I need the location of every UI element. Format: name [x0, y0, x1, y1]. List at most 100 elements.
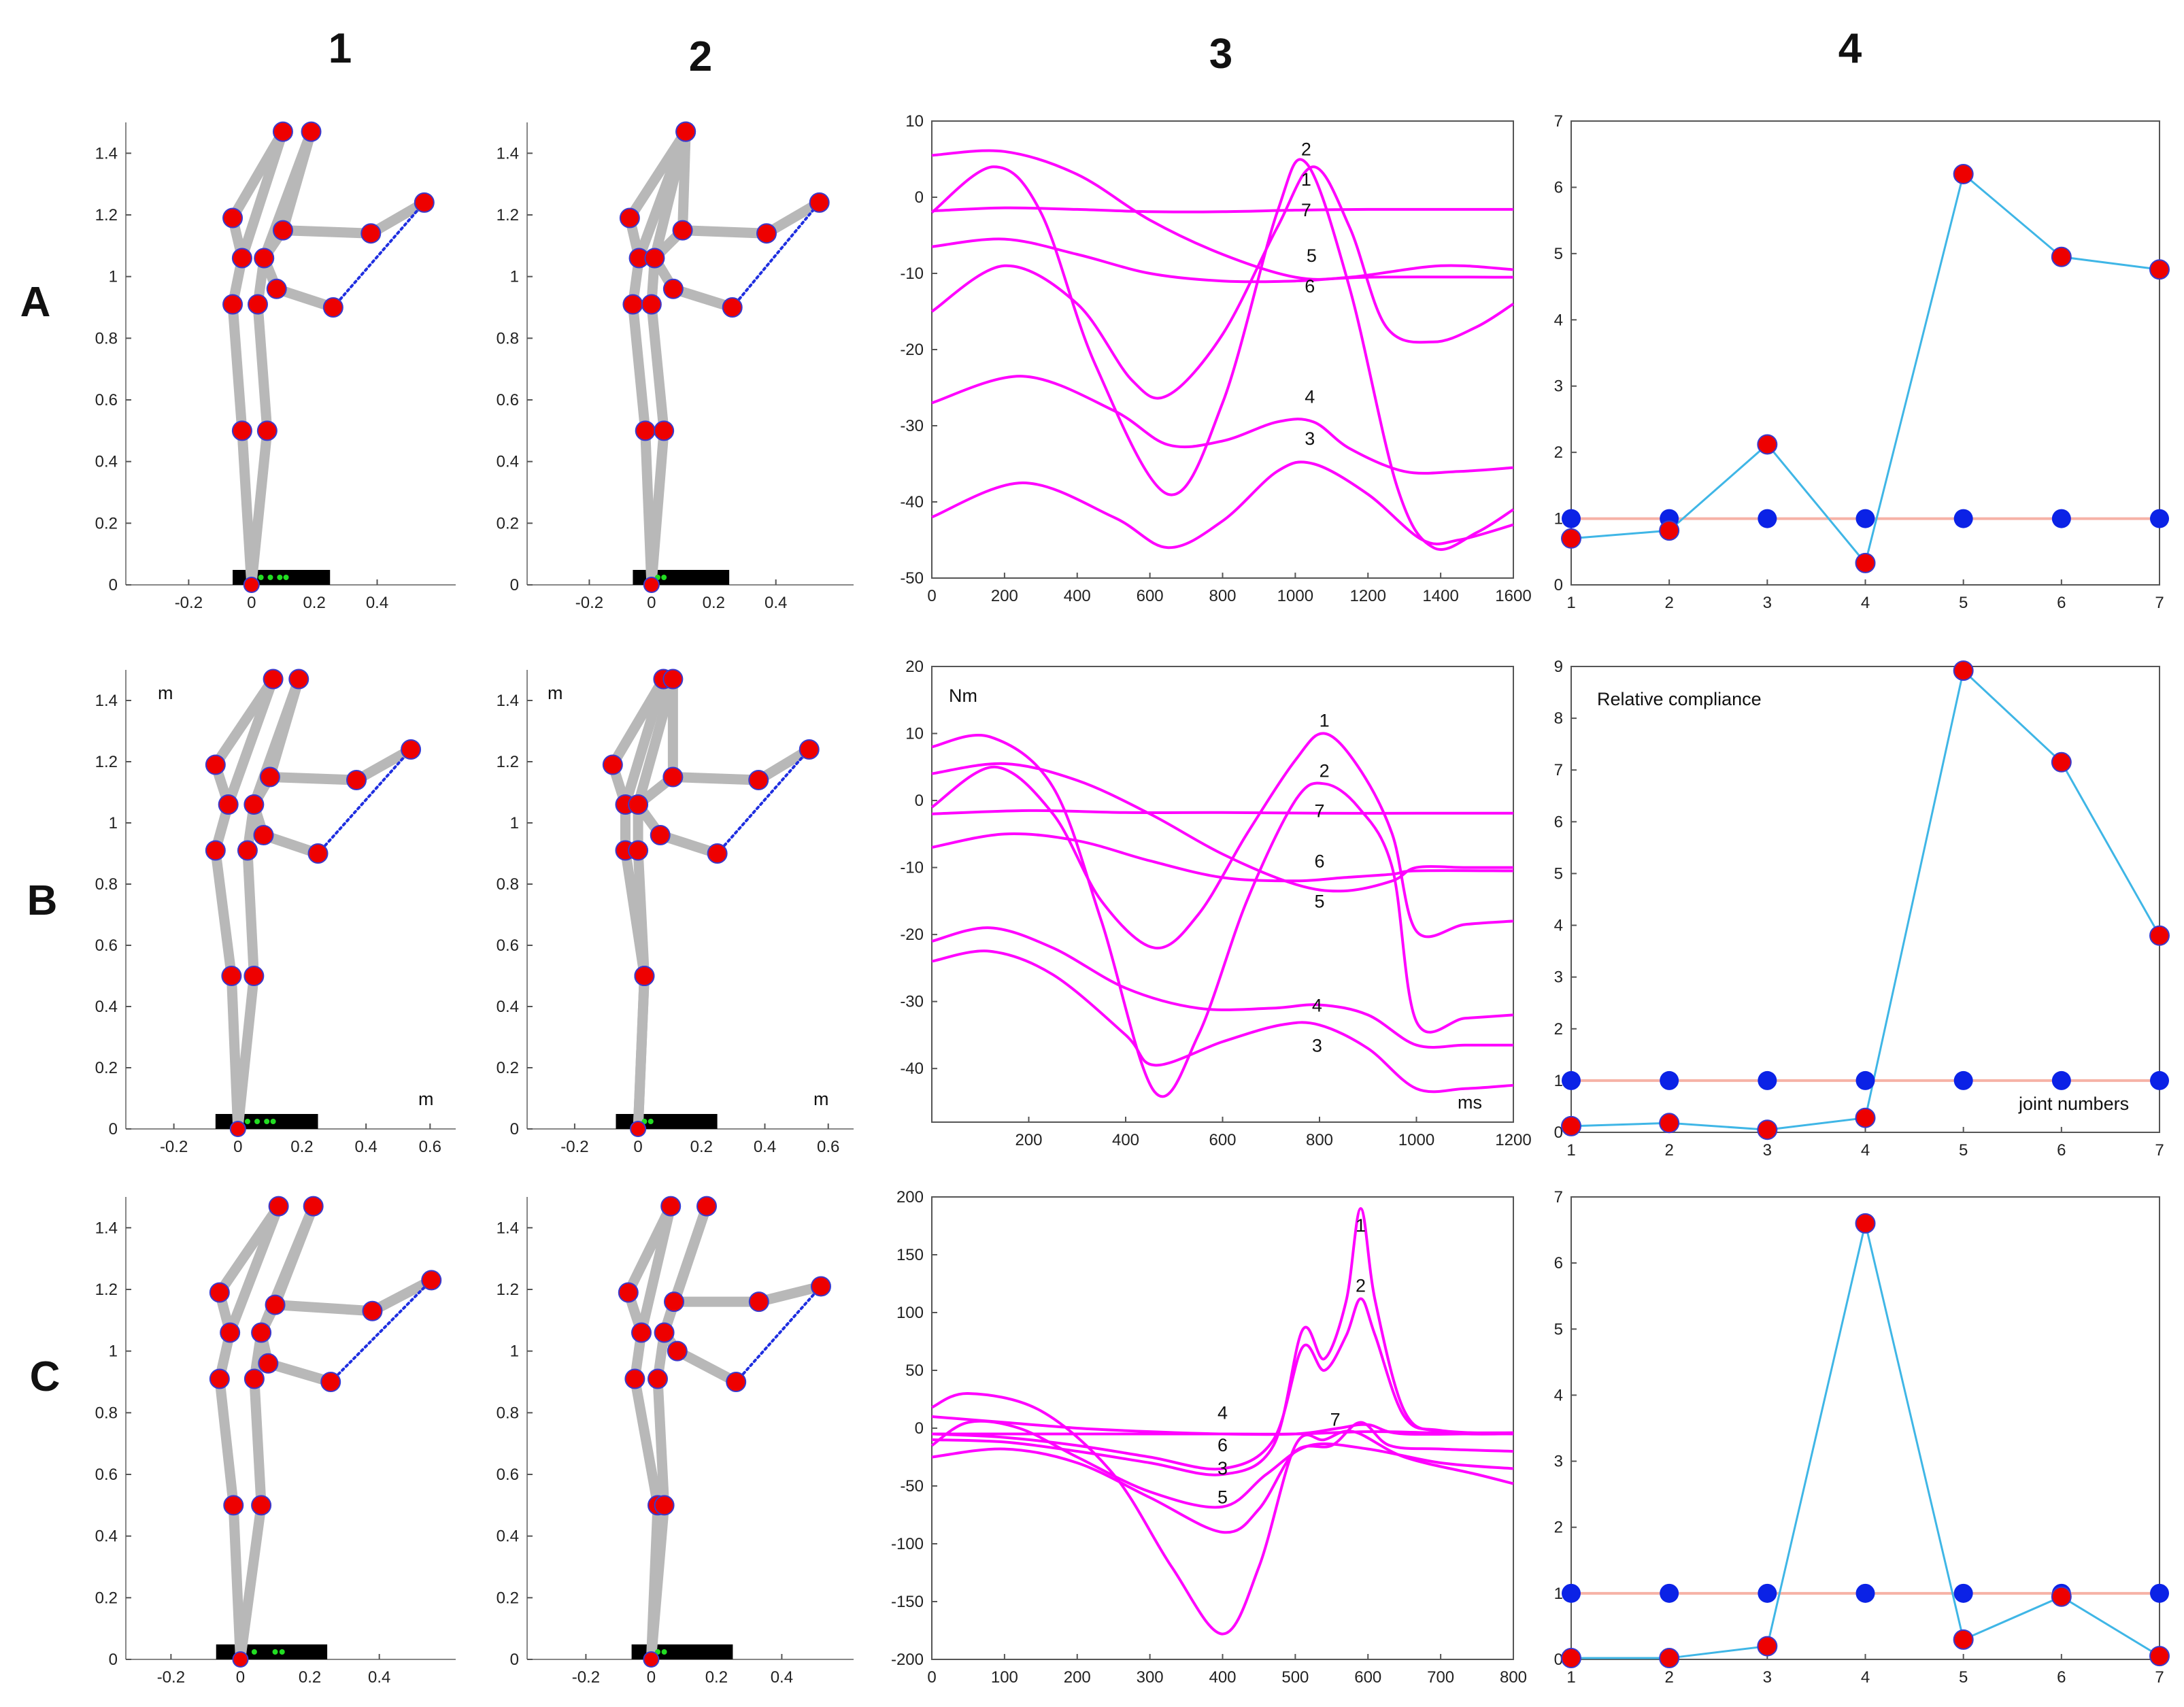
panel-c1-stick-figure: -0.2 0 0.2 0.4 0 0.2 0.4 0.6 0.8 1 1.2 1.4	[95, 1196, 456, 1687]
joint-marker	[263, 669, 284, 690]
joint-marker	[303, 1196, 324, 1217]
skeleton-segment	[270, 1300, 377, 1317]
compliance-point	[1659, 1113, 1680, 1134]
y-tick-label: 0.4	[497, 1527, 519, 1546]
joint-marker	[660, 1196, 682, 1217]
torque-curve-joint-4	[931, 375, 1514, 475]
x-tick-label: 3	[1763, 1668, 1772, 1687]
x-tick-label: 6	[2057, 594, 2066, 612]
y-tick-label: 4	[1554, 311, 1563, 329]
joint-marker	[707, 843, 728, 864]
x-tick-label: 0	[233, 1138, 242, 1156]
x-tick-label: 5	[1959, 1141, 1968, 1160]
joint-marker	[641, 294, 662, 315]
y-tick-label: -20	[900, 341, 924, 359]
compliance-point	[1855, 552, 1876, 573]
row-header-c: C	[30, 1353, 61, 1400]
x-tick-label: -0.2	[560, 1138, 588, 1156]
x-tick-label: -0.2	[160, 1138, 188, 1156]
skeleton-segment	[223, 674, 279, 810]
y-tick-label: -40	[900, 1060, 924, 1078]
y-tick-label: 0.8	[95, 875, 118, 894]
y-tick-label: 1	[1554, 1585, 1563, 1603]
y-tick-label: 2	[1554, 1519, 1563, 1537]
x-tick-label: 0.4	[765, 594, 787, 612]
panel-a3-torque-plot: 0 200 400 600 800 1000 1200 1400 1600 -50 -40 -30 -2…	[900, 112, 1531, 605]
curve-label-joint-5: 5	[1217, 1487, 1228, 1508]
joint-marker	[643, 1651, 660, 1668]
y-tick-label: 0	[510, 1651, 519, 1669]
cop-dot	[661, 575, 667, 580]
reference-point	[2051, 1070, 2071, 1090]
x-tick-label: 800	[1306, 1131, 1333, 1149]
reference-point	[1953, 509, 1973, 528]
reach-trajectory	[730, 201, 821, 309]
joint-marker	[643, 577, 660, 593]
x-tick-label: 1000	[1398, 1131, 1434, 1149]
cop-dot	[264, 1119, 270, 1124]
y-tick-label: -100	[891, 1535, 924, 1553]
joint-marker	[654, 1322, 675, 1343]
joint-marker	[232, 1651, 249, 1668]
reference-point	[1660, 1583, 1679, 1603]
joint-marker	[644, 248, 665, 269]
y-tick-label: 0	[915, 1419, 924, 1438]
y-tick-label: 1	[510, 1342, 519, 1361]
x-tick-label: 4	[1861, 1668, 1870, 1687]
y-tick-label: 150	[896, 1246, 924, 1264]
x-tick-label: 0.4	[366, 594, 388, 612]
y-tick-label: 5	[1554, 1320, 1563, 1338]
x-tick-label: 0.4	[368, 1668, 390, 1687]
x-tick-label: 600	[1354, 1668, 1381, 1687]
y-tick-label: -50	[900, 569, 924, 588]
x-tick-label: 5	[1959, 594, 1968, 612]
skeleton-segment	[649, 126, 691, 263]
torque-curve-joint-7	[931, 809, 1513, 815]
joint-marker	[222, 294, 243, 315]
reference-point	[1758, 509, 1777, 528]
column-header-2: 2	[689, 33, 712, 80]
curve-label-joint-2: 2	[1301, 139, 1311, 159]
compliance-point	[1953, 163, 1974, 184]
compliance-point	[1561, 1648, 1581, 1669]
joint-marker	[221, 966, 242, 986]
curve-label-joint-1: 1	[1320, 711, 1330, 731]
skeleton-segment	[754, 1281, 826, 1307]
x-tick-label: 0	[927, 587, 936, 605]
joint-marker	[672, 220, 693, 241]
compliance-point	[1659, 1648, 1680, 1669]
curve-label-joint-6: 6	[1217, 1435, 1228, 1455]
x-tick-label: 1400	[1422, 587, 1458, 605]
joint-marker	[253, 825, 274, 845]
column-header-3: 3	[1209, 31, 1232, 78]
y-tick-label: 0	[510, 576, 519, 594]
skeleton-segment	[224, 1201, 284, 1338]
torque-curve-joint-1	[930, 732, 1514, 949]
joint-marker	[243, 966, 265, 986]
x-tick-label: 800	[1500, 1668, 1527, 1687]
y-tick-label: 1	[510, 268, 519, 286]
y-tick-label: 0.4	[95, 998, 118, 1016]
joint-marker	[288, 669, 309, 690]
torque-curve-joint-5	[931, 149, 1514, 281]
y-tick-label: 9	[1554, 658, 1563, 676]
joint-marker	[209, 1282, 230, 1303]
compliance-point	[1953, 1629, 1974, 1650]
torque-curve-joint-2	[930, 158, 1515, 551]
skeleton-segment	[252, 299, 273, 436]
torque-curve-joint-4	[931, 926, 1513, 1049]
joint-marker	[251, 1322, 272, 1343]
skeleton-segment	[672, 1346, 741, 1387]
cop-dot	[648, 1119, 654, 1124]
x-tick-label: 5	[1959, 1668, 1968, 1687]
joint-marker	[624, 1368, 645, 1389]
torque-curve-joint-2	[931, 733, 1514, 1098]
x-tick-label: 0.4	[354, 1138, 377, 1156]
joint-marker	[272, 220, 293, 241]
joint-marker	[237, 840, 258, 861]
x-tick-label: 0.4	[754, 1138, 776, 1156]
y-tick-label: 0.2	[95, 514, 118, 533]
